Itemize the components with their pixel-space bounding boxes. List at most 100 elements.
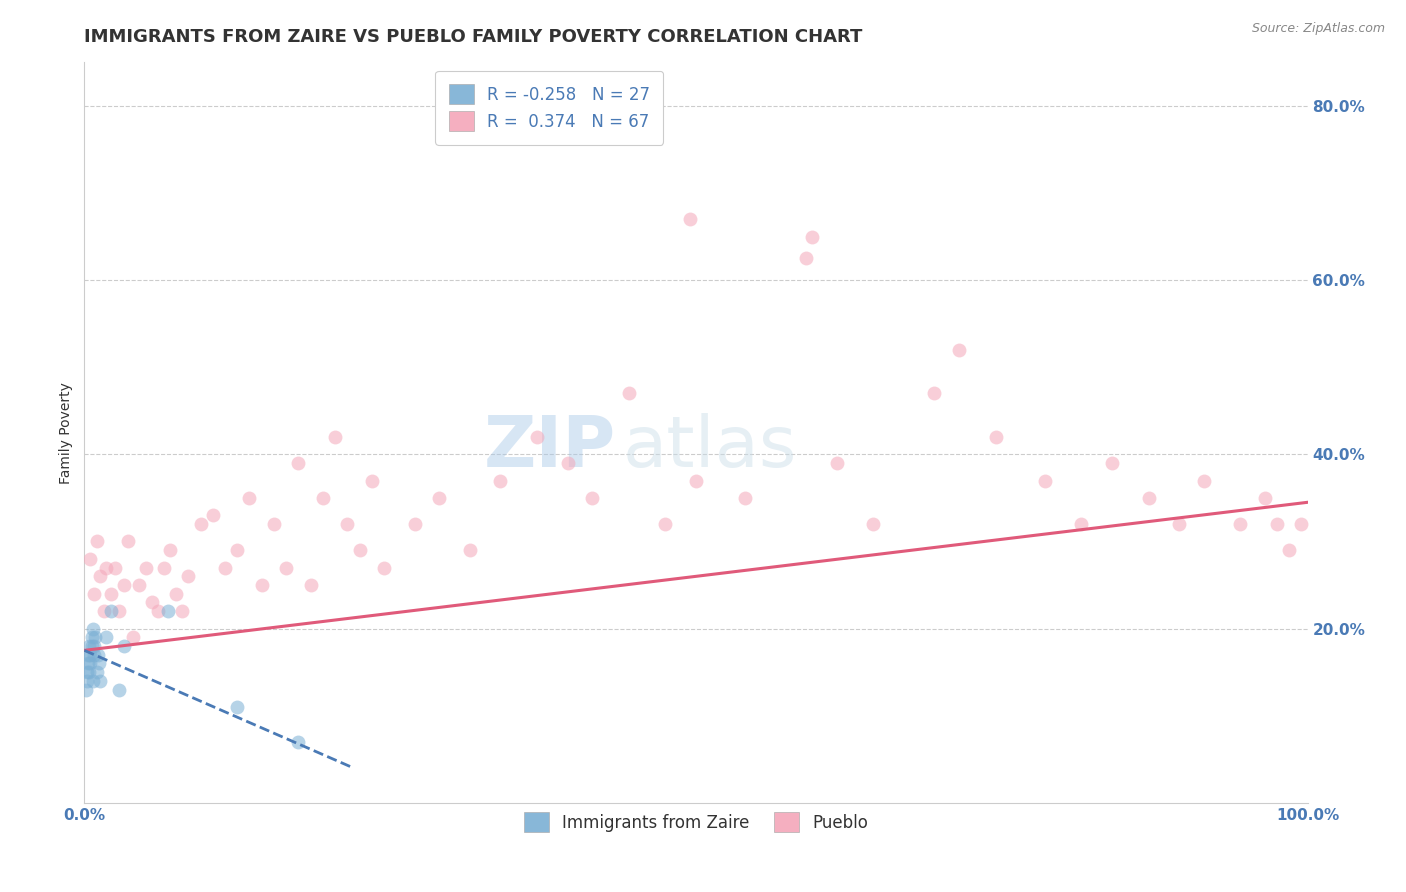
Point bbox=[1070, 517, 1092, 532]
Point bbox=[83, 587, 105, 601]
Point bbox=[862, 517, 884, 532]
Point bbox=[526, 430, 548, 444]
Point bbox=[75, 682, 97, 697]
Point bbox=[77, 665, 100, 680]
Point bbox=[86, 534, 108, 549]
Point bbox=[226, 700, 249, 714]
Point bbox=[172, 604, 194, 618]
Point bbox=[323, 430, 346, 444]
Point bbox=[89, 673, 111, 688]
Point bbox=[146, 604, 169, 618]
Point bbox=[349, 543, 371, 558]
Point bbox=[1168, 517, 1191, 532]
Point bbox=[112, 639, 135, 653]
Point bbox=[96, 630, 118, 644]
Point bbox=[312, 491, 335, 505]
Point bbox=[336, 517, 359, 532]
Point bbox=[1137, 491, 1160, 505]
Point bbox=[100, 604, 122, 618]
Point bbox=[77, 648, 100, 662]
Point bbox=[226, 543, 249, 558]
Point bbox=[83, 639, 105, 653]
Point bbox=[360, 474, 382, 488]
Point bbox=[190, 517, 212, 532]
Point bbox=[1265, 517, 1288, 532]
Point bbox=[794, 252, 817, 266]
Point bbox=[557, 456, 579, 470]
Point bbox=[165, 587, 187, 601]
Point bbox=[1291, 517, 1313, 532]
Point bbox=[201, 508, 224, 523]
Y-axis label: Family Poverty: Family Poverty bbox=[59, 382, 73, 483]
Point bbox=[79, 552, 101, 566]
Point bbox=[617, 386, 640, 401]
Legend: Immigrants from Zaire, Pueblo: Immigrants from Zaire, Pueblo bbox=[517, 805, 875, 838]
Point bbox=[287, 735, 309, 749]
Point bbox=[77, 639, 100, 653]
Point bbox=[156, 604, 179, 618]
Point bbox=[83, 648, 105, 662]
Point bbox=[153, 560, 176, 574]
Point bbox=[159, 543, 181, 558]
Point bbox=[948, 343, 970, 357]
Point bbox=[87, 657, 110, 671]
Point bbox=[77, 657, 100, 671]
Point bbox=[82, 622, 104, 636]
Point bbox=[79, 648, 101, 662]
Point bbox=[122, 630, 145, 644]
Point bbox=[924, 386, 946, 401]
Point bbox=[107, 604, 129, 618]
Point bbox=[825, 456, 848, 470]
Point bbox=[1101, 456, 1123, 470]
Text: Source: ZipAtlas.com: Source: ZipAtlas.com bbox=[1251, 22, 1385, 36]
Point bbox=[679, 212, 702, 227]
Point bbox=[299, 578, 322, 592]
Point bbox=[489, 474, 512, 488]
Point bbox=[276, 560, 298, 574]
Point bbox=[87, 648, 110, 662]
Point bbox=[86, 665, 108, 680]
Point bbox=[1278, 543, 1301, 558]
Point bbox=[404, 517, 426, 532]
Point bbox=[93, 604, 115, 618]
Point bbox=[84, 630, 107, 644]
Point bbox=[112, 578, 135, 592]
Point bbox=[117, 534, 139, 549]
Point bbox=[250, 578, 273, 592]
Point bbox=[128, 578, 150, 592]
Point bbox=[141, 595, 163, 609]
Point bbox=[1229, 517, 1251, 532]
Point bbox=[96, 560, 118, 574]
Text: ZIP: ZIP bbox=[484, 413, 616, 482]
Point bbox=[104, 560, 127, 574]
Point bbox=[734, 491, 756, 505]
Point bbox=[1033, 474, 1056, 488]
Point bbox=[373, 560, 395, 574]
Point bbox=[135, 560, 157, 574]
Point bbox=[76, 673, 98, 688]
Point bbox=[801, 229, 824, 244]
Point bbox=[1254, 491, 1277, 505]
Point bbox=[89, 569, 111, 583]
Point bbox=[82, 673, 104, 688]
Point bbox=[654, 517, 676, 532]
Point bbox=[287, 456, 309, 470]
Point bbox=[80, 639, 103, 653]
Point bbox=[238, 491, 260, 505]
Point bbox=[76, 665, 98, 680]
Point bbox=[1192, 474, 1215, 488]
Point bbox=[80, 630, 103, 644]
Point bbox=[581, 491, 603, 505]
Text: IMMIGRANTS FROM ZAIRE VS PUEBLO FAMILY POVERTY CORRELATION CHART: IMMIGRANTS FROM ZAIRE VS PUEBLO FAMILY P… bbox=[84, 28, 863, 45]
Point bbox=[263, 517, 285, 532]
Point bbox=[214, 560, 236, 574]
Point bbox=[107, 682, 129, 697]
Point bbox=[79, 657, 101, 671]
Point bbox=[458, 543, 481, 558]
Point bbox=[427, 491, 450, 505]
Point bbox=[984, 430, 1007, 444]
Point bbox=[100, 587, 122, 601]
Point bbox=[685, 474, 707, 488]
Point bbox=[177, 569, 200, 583]
Text: atlas: atlas bbox=[623, 413, 797, 482]
